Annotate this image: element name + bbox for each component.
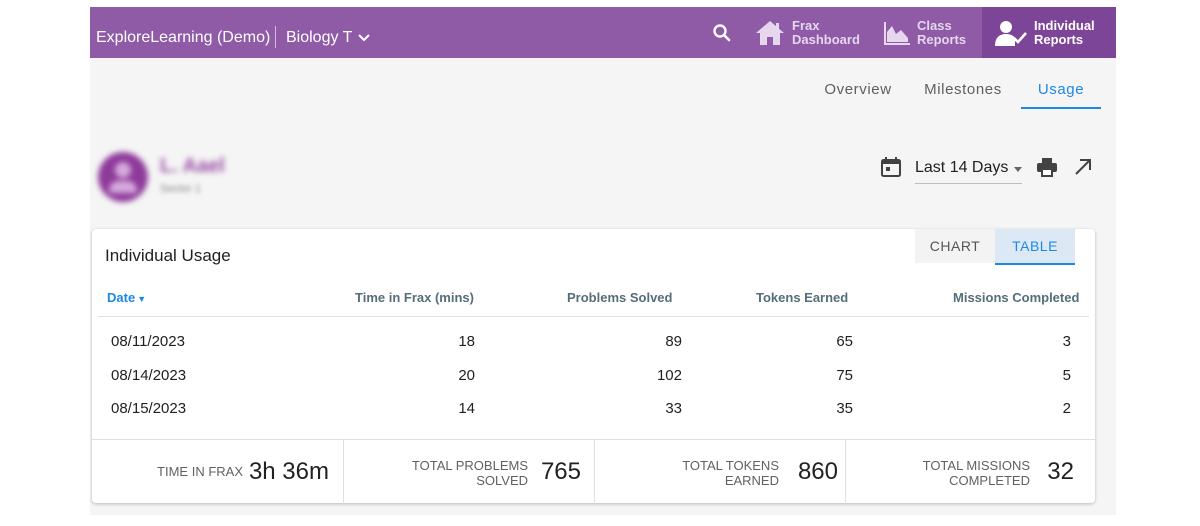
tab-milestones[interactable]: Milestones	[924, 81, 1002, 98]
column-header-tokens[interactable]: Tokens Earned	[756, 290, 849, 305]
cell-time: 18	[458, 333, 475, 350]
summary-missions-label: TOTAL MISSIONS COMPLETED	[922, 458, 1030, 488]
calendar-icon[interactable]	[880, 156, 902, 178]
cell-problems: 102	[656, 367, 682, 384]
avatar-body	[109, 181, 137, 193]
brand-divider	[275, 26, 276, 48]
cell-problems: 89	[665, 333, 682, 350]
nav-class-label: Class Reports	[917, 17, 967, 47]
nav-class-reports[interactable]: Class Reports	[883, 7, 981, 58]
nav-frax-dashboard[interactable]: Frax Dashboard	[754, 7, 864, 58]
chart-view-button[interactable]: CHART	[915, 229, 995, 263]
column-header-problems[interactable]: Problems Solved	[567, 290, 673, 305]
summary-time-label: TIME IN FRAX	[157, 464, 243, 479]
summary-tokens-value: 860	[797, 458, 838, 485]
search-icon	[713, 24, 731, 42]
open-external-icon[interactable]	[1072, 156, 1094, 178]
summary-missions-value: 32	[1047, 458, 1074, 485]
cell-tokens: 75	[836, 367, 853, 384]
top-bar: ExploreLearning (Demo) Biology T Frax Das…	[90, 7, 1116, 58]
date-range-select[interactable]: Last 14 Days	[915, 155, 1022, 184]
cell-missions: 3	[1062, 333, 1071, 350]
student-name: L. Aael	[160, 155, 225, 177]
chevron-down-icon	[358, 7, 371, 69]
table-row: 08/15/2023 14 33 35 2	[92, 400, 1095, 430]
cell-tokens: 35	[836, 400, 853, 417]
cell-missions: 2	[1062, 400, 1071, 417]
summary-problems-label: TOTAL PROBLEMS SOLVED	[411, 458, 528, 488]
summary-tokens: TOTAL TOKENS EARNED 860	[594, 440, 846, 504]
nav-frax-label: Frax Dashboard	[792, 17, 860, 47]
table-row: 08/11/2023 18 89 65 3	[92, 333, 1095, 363]
student-subtitle: Sector 1	[160, 183, 201, 195]
avatar-head	[115, 162, 131, 178]
class-selector[interactable]: Biology T	[286, 7, 371, 58]
area-chart-icon	[884, 21, 910, 45]
cell-date: 08/11/2023	[111, 333, 185, 350]
cell-date: 08/14/2023	[111, 367, 187, 384]
print-icon[interactable]	[1036, 156, 1058, 178]
tab-usage[interactable]: Usage	[1021, 73, 1101, 109]
view-toggle: CHART TABLE	[915, 229, 1075, 265]
table-row: 08/14/2023 20 102 75 5	[92, 367, 1095, 397]
cell-missions: 5	[1062, 367, 1071, 384]
nav-individual-reports[interactable]: Individual Reports	[982, 7, 1116, 58]
column-header-time[interactable]: Time in Frax (mins)	[355, 290, 474, 305]
cell-time: 20	[458, 367, 475, 384]
class-name: Biology T	[286, 29, 353, 47]
column-header-missions[interactable]: Missions Completed	[953, 290, 1080, 305]
brand-name: ExploreLearning (Demo)	[96, 29, 271, 46]
header-divider	[98, 316, 1089, 317]
summary-tokens-label: TOTAL TOKENS EARNED	[682, 458, 779, 488]
tab-overview[interactable]: Overview	[824, 81, 892, 98]
nav-individual-label: Individual Reports	[1034, 17, 1095, 47]
date-range-value: Last 14 Days	[915, 159, 1009, 176]
card-title: Individual Usage	[105, 246, 231, 265]
app-window: ExploreLearning (Demo) Biology T Frax Das…	[90, 7, 1116, 515]
student-avatar	[98, 152, 148, 202]
sort-down-icon: ▼	[137, 294, 147, 304]
home-icon	[756, 20, 784, 45]
column-header-date[interactable]: Date ▼	[107, 290, 147, 305]
report-tabs: Overview Milestones Usage	[90, 73, 1116, 109]
user-check-icon	[995, 20, 1027, 46]
table-view-button[interactable]: TABLE	[995, 229, 1075, 265]
individual-usage-card: Individual Usage CHART TABLE Date ▼ Time …	[92, 229, 1095, 504]
summary-missions: TOTAL MISSIONS COMPLETED 32	[845, 440, 1096, 504]
cell-problems: 33	[665, 400, 682, 417]
usage-summary: TIME IN FRAX 3h 36m TOTAL PROBLEMS SOLVED…	[92, 439, 1095, 504]
caret-down-icon	[1014, 167, 1022, 172]
cell-tokens: 65	[836, 333, 853, 350]
cell-time: 14	[458, 400, 475, 417]
summary-time: TIME IN FRAX 3h 36m	[92, 440, 343, 504]
cell-date: 08/15/2023	[111, 400, 187, 417]
summary-time-value: 3h 36m	[248, 458, 329, 485]
summary-problems-value: 765	[540, 458, 581, 485]
summary-problems: TOTAL PROBLEMS SOLVED 765	[343, 440, 595, 504]
search-button[interactable]	[710, 21, 734, 45]
